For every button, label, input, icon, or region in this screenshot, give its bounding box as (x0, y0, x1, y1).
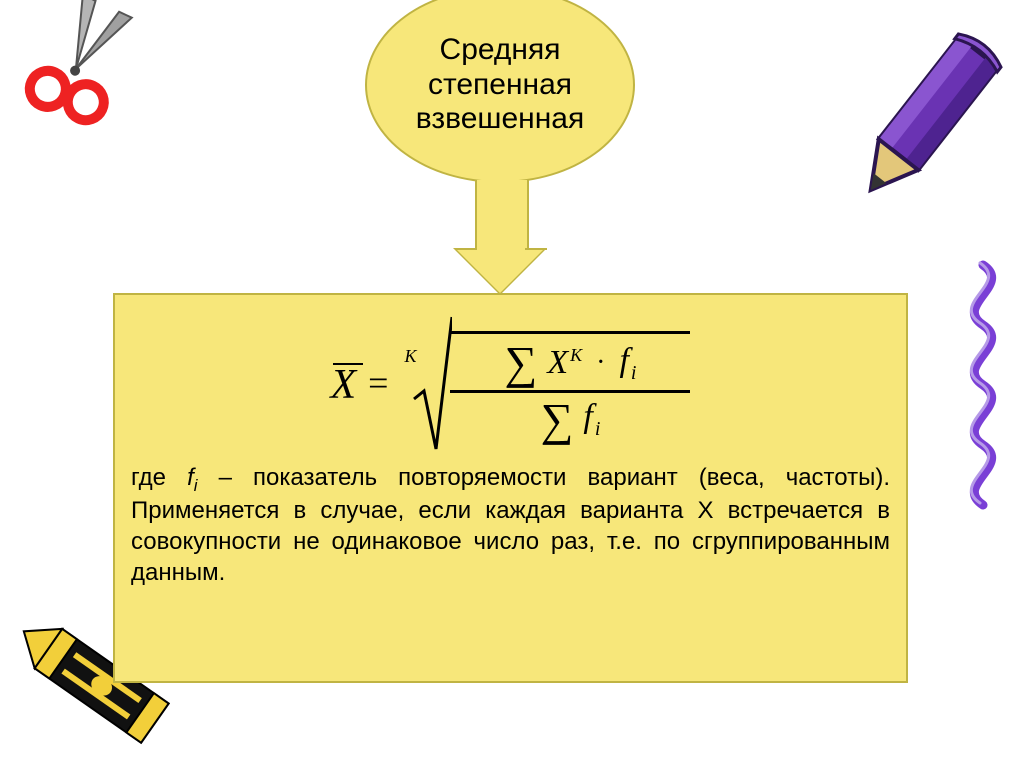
scissors-icon (22, 0, 137, 135)
denominator: ∑ fi (541, 397, 601, 443)
desc-after: – показатель повторяемости вариант (веса… (131, 464, 890, 586)
radicand: ∑ XK · fi ∑ (450, 331, 690, 443)
desc-before: где (131, 464, 187, 491)
formula-lhs-xbar: X (331, 357, 357, 409)
num-var: XK (547, 344, 582, 382)
arrow-shoulder-right (525, 248, 547, 250)
sigma-icon: ∑ (541, 397, 574, 443)
title-text: Средняя степенная взвешенная (367, 33, 633, 137)
formula: X = K ∑ XK · (331, 313, 691, 453)
num-f: fi (619, 342, 636, 385)
num-X-sup: K (570, 345, 582, 365)
arrow-shaft (475, 180, 529, 250)
num-f-sub: i (631, 362, 637, 384)
slide-stage: Средняя степенная взвешенная X = K ∑ (0, 0, 1024, 767)
formula-box: X = K ∑ XK · (113, 293, 908, 683)
formula-wrap: X = K ∑ XK · (131, 313, 890, 453)
numerator: ∑ XK · fi (505, 340, 637, 386)
den-f-base: f (583, 398, 592, 435)
arrow-shoulder-left (455, 248, 477, 250)
num-X: X (547, 344, 568, 381)
formula-root: K ∑ XK · fi (400, 313, 690, 453)
title-ellipse: Средняя степенная взвешенная (365, 0, 635, 183)
dot-icon: · (596, 347, 605, 379)
arrow-head (455, 248, 545, 293)
description-text: где fi – показатель повторяемости вариан… (131, 463, 890, 588)
fraction-line (450, 390, 690, 393)
desc-fi-base: f (187, 464, 194, 491)
sigma-icon: ∑ (505, 340, 538, 386)
squiggle-icon (948, 260, 1018, 520)
den-f-sub: i (595, 418, 601, 440)
den-f: fi (583, 398, 600, 441)
pencil-icon (815, 22, 1024, 232)
radical-icon (412, 313, 452, 453)
num-f-base: f (619, 342, 628, 379)
formula-equals: = (368, 362, 388, 404)
